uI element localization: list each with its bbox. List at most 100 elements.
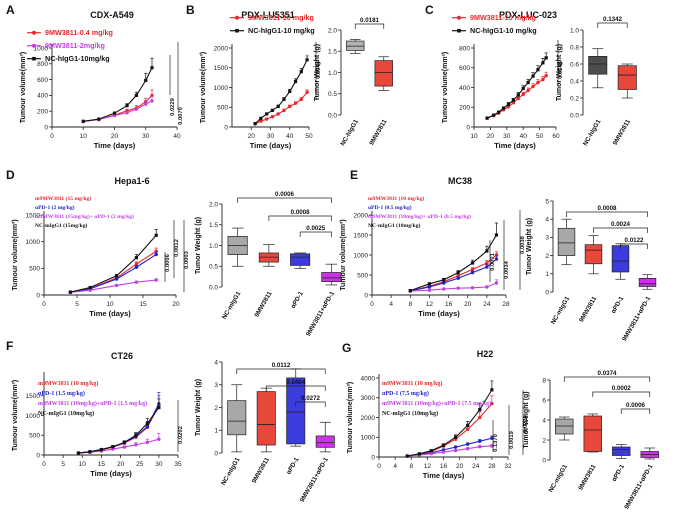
data-point — [145, 421, 149, 425]
significance-bracket — [268, 215, 332, 221]
data-point — [470, 267, 475, 272]
data-point — [490, 388, 494, 392]
legend-label: m9MW3811 (10mg/kg)+αPD-1 (1.5 mg/kg) — [38, 400, 147, 407]
series-line — [407, 445, 492, 457]
y-tick-label: 4 — [214, 359, 218, 366]
data-point — [145, 440, 150, 445]
data-point — [494, 281, 499, 285]
x-tick-label: 28 — [502, 301, 510, 308]
data-point — [305, 58, 309, 62]
series-line — [83, 95, 153, 123]
y-tick-label: 2000 — [354, 212, 369, 219]
p-value: 0.0044 — [316, 60, 322, 79]
data-point — [154, 252, 158, 257]
y-tick-label: 5 — [545, 198, 549, 205]
series-line — [78, 407, 160, 454]
legend-label: 9MW3811-0.4 mg/kg — [45, 28, 113, 37]
data-point — [157, 437, 161, 441]
series-line — [254, 59, 308, 125]
y-axis-label: Tumour volume(mm³) — [347, 382, 354, 453]
category-label: 9MW3811 — [368, 118, 388, 146]
data-point — [299, 97, 303, 102]
y-axis-label: Tumour volume(mm³) — [20, 52, 27, 123]
box-3 — [640, 447, 659, 460]
y-tick-label: 500 — [357, 272, 368, 279]
x-tick-label: 20 — [111, 133, 119, 140]
x-tick-label: 0 — [370, 301, 374, 308]
data-point — [134, 443, 138, 447]
y-tick-label: 1 — [214, 428, 218, 435]
box-0 — [346, 38, 365, 54]
p-value: 0.0008 — [291, 209, 310, 216]
series-1 — [253, 55, 309, 126]
y-tick-label: 200 — [37, 109, 48, 116]
x-tick-label: 5 — [61, 461, 65, 468]
data-point — [531, 84, 535, 89]
box-1 — [374, 56, 393, 91]
p-value: 0.1342 — [603, 16, 622, 23]
x-tick-label: 24 — [472, 463, 480, 470]
data-point — [157, 406, 161, 410]
category-label: NC-mIgG1 — [550, 295, 572, 326]
chart-E2: 0 1 2 3 4 5 Tumor Weight (g) NC-mIgG1 9MW3811 αPD… — [526, 198, 657, 343]
data-point — [442, 278, 446, 282]
box-0 — [227, 227, 248, 267]
y-tick-label: 600 — [459, 65, 470, 72]
y-axis-label: Tumor Weight (g) — [195, 379, 202, 436]
y-tick-label: 3 — [214, 382, 218, 389]
data-point — [259, 119, 263, 123]
y-tick-label: 2 — [214, 405, 218, 412]
x-tick-label: 8 — [409, 463, 413, 470]
box — [638, 278, 657, 287]
y-tick-label: 1000 — [214, 85, 229, 92]
y-axis-label: Tumor Weight (g) — [195, 217, 202, 274]
box-1 — [617, 63, 637, 99]
y-tick-label: 0 — [466, 124, 470, 131]
data-point — [441, 450, 446, 454]
y-tick-label: 0 — [44, 124, 48, 131]
x-tick-label: 30 — [142, 133, 150, 140]
p-value: 0.0012 — [174, 239, 180, 257]
p-value: 0.0006 — [165, 253, 171, 272]
x-tick-label: 25 — [136, 461, 144, 468]
x-tick-label: 10 — [79, 461, 87, 468]
data-point — [134, 433, 138, 437]
x-axis-label: Time (days) — [90, 469, 132, 478]
y-tick-label: 600 — [37, 77, 48, 84]
p-value: 0.0122 — [625, 237, 644, 244]
data-point — [544, 73, 548, 78]
x-tick-label: 20 — [117, 461, 125, 468]
data-point — [145, 424, 150, 429]
x-tick-label: 12 — [424, 463, 432, 470]
y-tick-label: 0.2 — [570, 95, 579, 102]
data-point — [270, 115, 275, 119]
legend-marker — [457, 15, 461, 20]
data-point — [405, 454, 409, 458]
significance-bracket — [593, 227, 648, 233]
data-point — [516, 93, 520, 97]
panel-letter: B — [186, 3, 195, 17]
legend-label: NC-mIgG1 (10mg/kg) — [382, 410, 438, 417]
x-tick-label: 40 — [173, 133, 181, 140]
x-tick-label: 16 — [445, 301, 453, 308]
data-point — [526, 88, 530, 93]
x-tick-label: 12 — [426, 301, 434, 308]
p-value: 0.0181 — [360, 17, 379, 24]
data-point — [270, 108, 275, 113]
x-axis-label: Time (days) — [89, 309, 131, 318]
data-point — [536, 68, 540, 72]
legend-label: m9MW3811 (10mg/kg)+αPD-1 (7.5 mg/kg) — [382, 400, 491, 407]
y-tick-label: 0 — [364, 292, 368, 299]
x-tick-label: 20 — [172, 301, 180, 308]
legend-marker — [32, 43, 36, 48]
data-point — [470, 286, 475, 290]
y-tick-label: 3000 — [361, 395, 376, 402]
legend-marker — [457, 28, 461, 33]
y-tick-label: 1.5 — [328, 49, 337, 56]
chart-F: F CT26 0 5 10 15 20 25 30 35 0 500 1000 1500 Time (day… — [6, 339, 184, 478]
data-point — [544, 56, 548, 60]
legend-label: m9MW3811 (10mg/kg)+ αPD-1 (0.5 mg/kg) — [368, 213, 471, 220]
series-1 — [81, 95, 154, 124]
